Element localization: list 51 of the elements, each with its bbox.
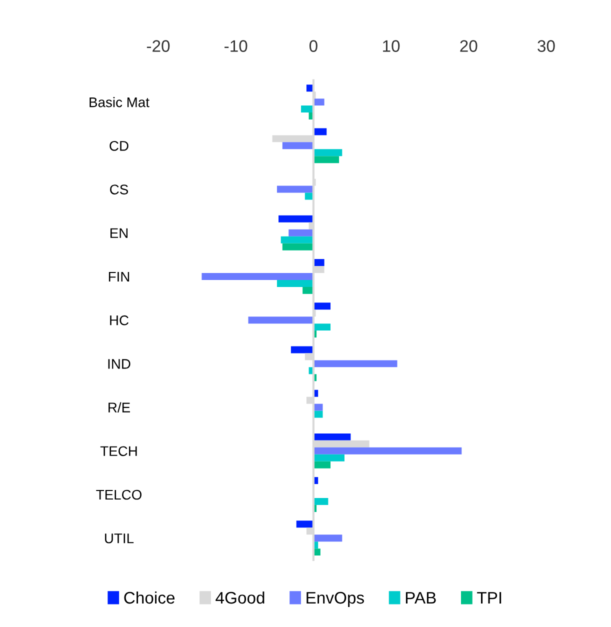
bar: [202, 272, 314, 280]
bar: [276, 186, 314, 193]
bar: [313, 302, 331, 310]
bar: [313, 534, 342, 542]
bar: [313, 454, 344, 462]
y-tick-label: CD: [110, 141, 128, 151]
bar: [313, 324, 331, 331]
bar: [313, 410, 323, 418]
bar: [313, 156, 340, 164]
legend-label: EnvOps: [306, 592, 364, 607]
x-tick-label: 0: [309, 40, 318, 52]
bar: [313, 433, 351, 440]
legend-label: PAB: [406, 592, 436, 604]
bar: [313, 498, 328, 505]
bar: [313, 98, 324, 106]
y-tick-label: TELCO: [96, 490, 142, 500]
legend-label: TPI: [477, 592, 502, 604]
y-tick-label: Basic Mat: [90, 97, 150, 108]
bar: [288, 229, 314, 236]
bar: [313, 447, 462, 454]
bar: [301, 106, 314, 113]
y-tick-label: UTIL: [105, 534, 134, 544]
y-tick-label: TECH: [100, 446, 137, 456]
y-tick-label: EN: [110, 228, 128, 238]
bar: [276, 280, 314, 287]
legend-label: Choice: [124, 591, 175, 604]
bar: [313, 461, 331, 468]
bar: [302, 286, 314, 294]
y-tick-label: FIN: [108, 272, 130, 282]
bar: [313, 360, 398, 368]
bar: [313, 149, 342, 156]
bar: [280, 236, 314, 244]
x-tick-label: -10: [224, 40, 248, 52]
x-tick-label: -20: [146, 40, 170, 52]
bar: [313, 404, 323, 411]
y-tick-label: R/E: [108, 402, 130, 412]
legend-label: 4Good: [216, 591, 264, 604]
x-tick-label: 30: [538, 40, 555, 52]
x-tick-label: 20: [460, 40, 478, 52]
y-tick-label: IND: [108, 359, 130, 369]
x-tick-label: 10: [383, 40, 400, 52]
bar: [282, 142, 314, 150]
bar: [282, 243, 314, 250]
bar: [290, 346, 314, 354]
bar: [278, 215, 314, 222]
bar: [296, 520, 314, 528]
y-tick-label: CS: [110, 184, 128, 194]
bar: [313, 259, 324, 266]
y-tick-label: HC: [110, 315, 128, 326]
bar: [313, 128, 327, 136]
bar: [248, 316, 314, 324]
